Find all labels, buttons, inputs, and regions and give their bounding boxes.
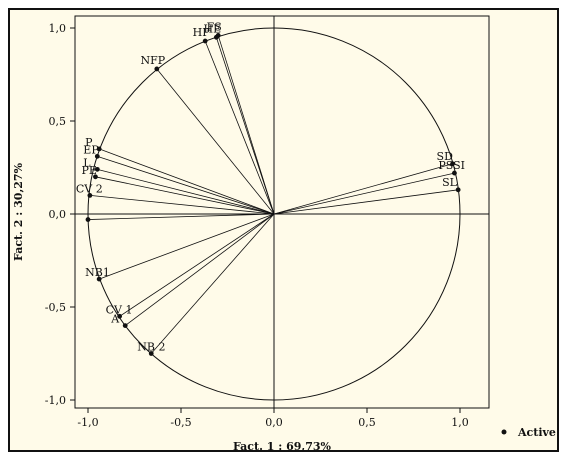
x-tick-label: 0,5: [358, 416, 376, 429]
loading-vector: [124, 213, 275, 326]
x-tick-label: -1,0: [77, 416, 98, 429]
x-tick-label: 0,0: [265, 416, 283, 429]
data-point: [117, 313, 123, 319]
point-label: EP: [83, 143, 99, 156]
point-label: NB 2: [137, 341, 165, 354]
point-label: PSSI: [438, 159, 465, 172]
loading-vector: [89, 195, 275, 215]
point-label: PE: [81, 164, 96, 177]
loading-vector: [273, 189, 459, 215]
ticks: -1,0 -0,5 0,0 0,5 1,0 1,0 0,5 0,0 -0,5 -1,0: [45, 22, 469, 429]
data-point: [455, 187, 461, 193]
loading-vector: [97, 168, 275, 215]
pca-biplot: -1,0 -0,5 0,0 0,5 1,0 1,0 0,5 0,0 -0,5 -1,0 FSHEH…: [12, 15, 556, 453]
x-tick-label: -0,5: [170, 416, 191, 429]
x-axis-label: Fact. 1 : 69,73%: [233, 440, 332, 453]
loading-vector: [215, 37, 275, 215]
point-label: FS: [207, 20, 222, 33]
loading-vectors: [87, 35, 459, 354]
data-point: [93, 174, 98, 180]
legend: Active: [501, 426, 556, 439]
y-tick-label: -1,0: [45, 394, 66, 407]
y-axis-label: Fact. 2 : 30,27%: [12, 162, 25, 261]
loading-vector: [97, 155, 275, 215]
chart-frame: -1,0 -0,5 0,0 0,5 1,0 1,0 0,5 0,0 -0,5 -1,0 FS HE H…: [8, 8, 559, 453]
y-tick-label: 0,0: [49, 208, 67, 221]
loading-vector: [204, 40, 275, 215]
data-points: [85, 33, 461, 356]
point-label: L: [83, 156, 91, 169]
y-tick-label: 1,0: [49, 22, 67, 35]
point-label: SL: [442, 176, 458, 189]
data-point: [94, 166, 100, 172]
data-point: [96, 146, 102, 152]
data-point: [213, 34, 219, 40]
loading-vector: [99, 213, 275, 280]
point-label: A: [110, 313, 120, 326]
point-label: SD: [437, 150, 454, 163]
data-point: [85, 217, 91, 222]
x-tick-label: 1,0: [451, 416, 469, 429]
loading-vector: [156, 68, 275, 215]
loading-vector: [150, 213, 275, 354]
point-label: HP: [193, 26, 211, 39]
point-label: NB1: [85, 266, 110, 279]
loading-vector: [273, 163, 453, 215]
data-point: [148, 351, 154, 356]
point-label: CV 1: [106, 303, 133, 316]
data-point: [450, 161, 455, 167]
loading-vector: [99, 148, 275, 215]
loading-vector: [95, 176, 275, 215]
legend-marker: [501, 429, 507, 435]
data-point: [154, 66, 160, 72]
data-point: [94, 153, 100, 159]
unit-circle: [87, 27, 461, 401]
point-label: HE: [204, 22, 222, 35]
data-point: [452, 170, 457, 176]
data-point: [87, 193, 93, 198]
zero-axes: [75, 16, 489, 408]
loading-vector: [87, 213, 275, 220]
point-label: CV 2: [76, 182, 103, 195]
point-label: NFP: [140, 54, 165, 67]
correlation-circle: [87, 27, 461, 401]
data-point: [122, 323, 128, 328]
loading-vector: [119, 213, 275, 317]
legend-label: Active: [517, 426, 556, 439]
y-tick-label: -0,5: [45, 301, 66, 314]
point-label: P: [85, 136, 93, 149]
data-point: [96, 276, 102, 282]
data-point: [202, 38, 208, 44]
loading-vector: [273, 172, 455, 215]
y-tick-label: 0,5: [49, 115, 67, 128]
